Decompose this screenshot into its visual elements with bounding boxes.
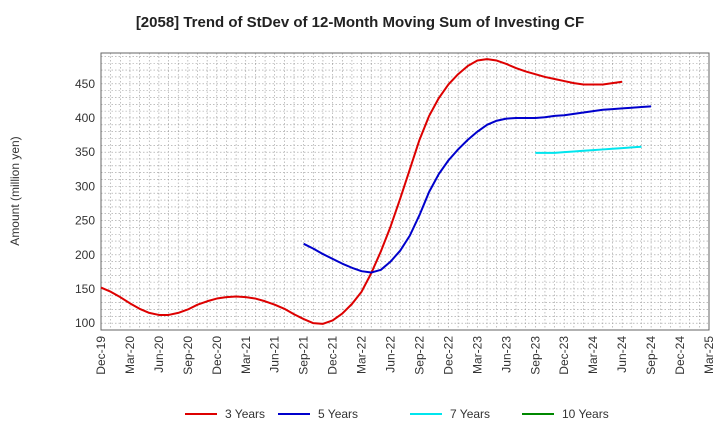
legend-label: 10 Years <box>562 407 609 421</box>
y-tick-label: 450 <box>75 77 95 91</box>
series-line-5-years <box>303 105 652 274</box>
x-tick-label: Sep-24 <box>644 336 658 375</box>
series-line-3-years <box>100 58 623 325</box>
y-tick-label: 250 <box>75 214 95 228</box>
x-tick-label: Jun-22 <box>384 336 398 373</box>
x-tick-label: Jun-21 <box>268 336 282 373</box>
x-tick-label: Sep-23 <box>528 336 542 375</box>
x-tick-label: Dec-20 <box>210 336 224 375</box>
legend-label: 5 Years <box>318 407 358 421</box>
grid-layer <box>100 53 710 330</box>
x-tick-label: Dec-21 <box>326 336 340 375</box>
x-tick-labels: Dec-19 Mar-20 Jun-20 Sep-20 Dec-20 Mar-21 Jun-… <box>94 336 716 375</box>
x-tick-label: Mar-24 <box>586 336 600 374</box>
x-tick-label: Jun-24 <box>615 336 629 373</box>
chart-title: [2058] Trend of StDev of 12-Month Moving… <box>135 14 585 31</box>
y-tick-label: 300 <box>75 179 95 193</box>
x-tick-label: Mar-21 <box>239 336 253 374</box>
y-tick-label: 100 <box>75 316 95 330</box>
series-layer <box>100 58 652 325</box>
y-tick-label: 350 <box>75 145 95 159</box>
x-tick-label: Dec-23 <box>557 336 571 375</box>
x-tick-label: Dec-19 <box>94 336 108 375</box>
y-tick-labels: 100 150 200 250 300 350 400 450 <box>75 77 95 330</box>
x-tick-label: Mar-23 <box>470 336 484 374</box>
x-tick-label: Sep-20 <box>181 336 195 375</box>
x-tick-label: Jun-23 <box>499 336 513 373</box>
x-tick-label: Dec-24 <box>673 336 687 375</box>
x-tick-label: Mar-22 <box>355 336 369 374</box>
x-tick-label: Sep-21 <box>297 336 311 375</box>
series-line-7-years <box>535 145 642 154</box>
y-tick-label: 150 <box>75 282 95 296</box>
x-tick-label: Mar-20 <box>123 336 137 374</box>
y-axis-title: Amount (million yen) <box>8 136 22 245</box>
x-tick-label: Dec-22 <box>441 336 455 375</box>
legend-label: 3 Years <box>225 407 265 421</box>
legend-label: 7 Years <box>450 407 490 421</box>
y-tick-label: 400 <box>75 111 95 125</box>
legend: 3 Years 5 Years 7 Years 10 Years <box>185 407 609 421</box>
x-tick-label: Mar-25 <box>702 336 716 374</box>
x-tick-label: Sep-22 <box>412 336 426 375</box>
y-tick-label: 200 <box>75 248 95 262</box>
plot-frame <box>100 52 710 331</box>
x-tick-label: Jun-20 <box>152 336 166 373</box>
